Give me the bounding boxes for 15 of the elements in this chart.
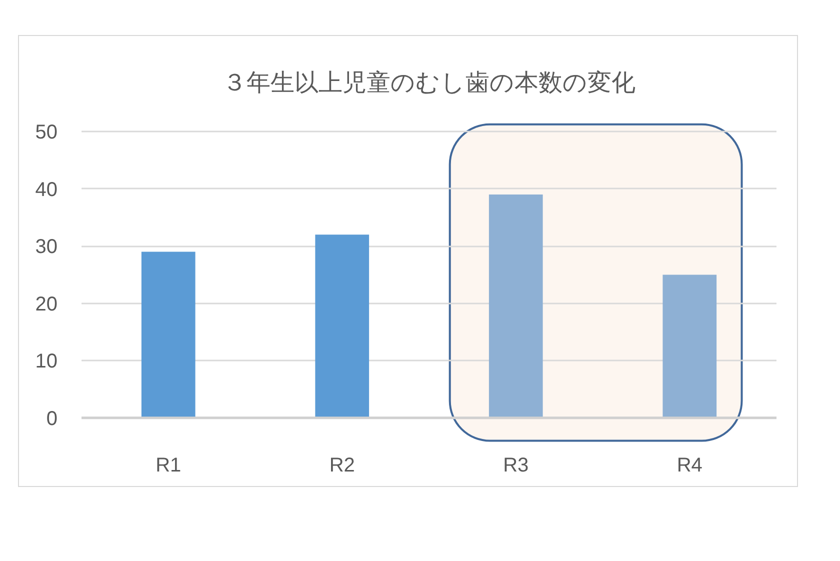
- x-tick-label: R2: [329, 454, 355, 476]
- x-tick-label: R1: [156, 454, 182, 476]
- bar: [488, 194, 543, 418]
- bar: [662, 274, 717, 418]
- y-tick-label: 20: [35, 293, 58, 316]
- y-tick-label: 0: [46, 408, 58, 430]
- y-tick-label: 50: [35, 122, 58, 144]
- x-tick-label: R3: [503, 454, 529, 476]
- x-tick-label: R4: [676, 454, 702, 476]
- y-tick-label: 30: [35, 236, 58, 258]
- bar: [141, 252, 196, 418]
- y-tick-label: 10: [35, 350, 58, 373]
- bar: [315, 234, 370, 418]
- chart-title: ３年生以上児童のむし歯の本数の変化: [222, 68, 636, 96]
- y-tick-label: 40: [35, 178, 58, 201]
